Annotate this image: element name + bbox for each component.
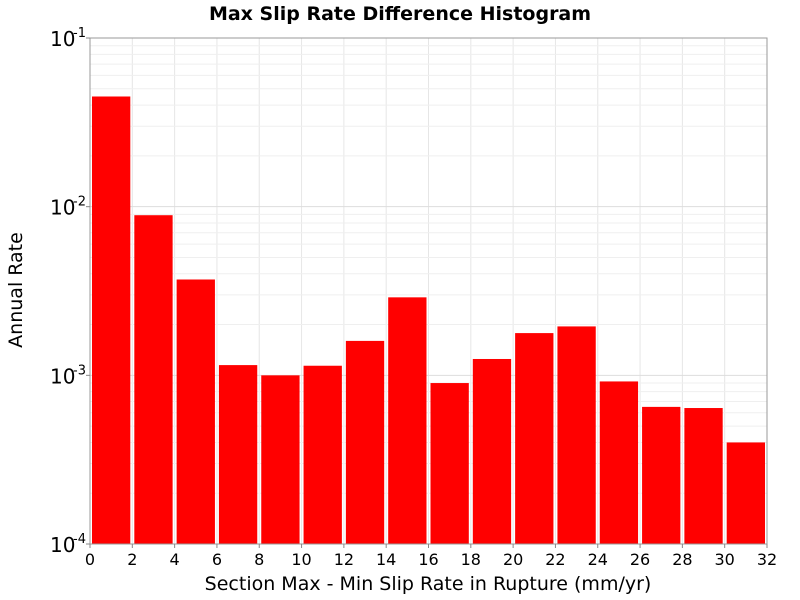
y-tick-exponent: -3 — [73, 363, 86, 378]
bar — [557, 326, 596, 544]
x-tick-label: 12 — [334, 550, 354, 569]
chart-title: Max Slip Rate Difference Histogram — [209, 3, 591, 25]
y-tick-label: 10 — [50, 533, 75, 557]
x-tick-label: 16 — [418, 550, 438, 569]
bar — [472, 358, 512, 544]
y-tick-exponent: -1 — [73, 26, 86, 41]
y-tick-label: 10 — [50, 364, 75, 388]
y-axis-ticks: 10-110-210-310-4 — [50, 26, 90, 557]
bar — [430, 383, 469, 544]
bar — [345, 340, 385, 544]
y-tick-exponent: -4 — [73, 532, 86, 547]
x-tick-label: 0 — [85, 550, 95, 569]
bar — [134, 215, 173, 544]
bar — [684, 408, 723, 544]
x-tick-label: 8 — [254, 550, 264, 569]
x-tick-label: 20 — [503, 550, 523, 569]
x-tick-label: 32 — [757, 550, 777, 569]
y-axis-label: Annual Rate — [5, 232, 27, 348]
x-tick-label: 22 — [545, 550, 565, 569]
x-tick-label: 14 — [376, 550, 396, 569]
x-tick-label: 28 — [672, 550, 692, 569]
bar — [261, 375, 300, 544]
bar — [92, 96, 131, 544]
y-tick-label: 10 — [50, 196, 75, 220]
x-tick-label: 18 — [461, 550, 481, 569]
bar — [388, 297, 427, 544]
x-tick-label: 30 — [715, 550, 735, 569]
x-tick-label: 24 — [588, 550, 608, 569]
bar — [515, 333, 554, 544]
x-tick-label: 10 — [291, 550, 311, 569]
y-tick-exponent: -2 — [73, 195, 86, 210]
x-axis-label: Section Max - Min Slip Rate in Rupture (… — [205, 573, 652, 595]
x-tick-label: 6 — [212, 550, 222, 569]
bar — [642, 406, 681, 544]
y-tick-label: 10 — [50, 27, 75, 51]
bar — [303, 365, 342, 544]
bar — [176, 279, 215, 544]
x-tick-label: 26 — [630, 550, 650, 569]
bar — [726, 442, 765, 544]
x-tick-label: 4 — [170, 550, 180, 569]
bar — [218, 365, 258, 544]
x-axis-ticks: 0 2 4 6 8 10 12 14 16 18 20 22 24 26 28 30 32 — [85, 544, 777, 569]
bar — [599, 381, 639, 544]
bars — [92, 96, 765, 544]
x-tick-label: 2 — [127, 550, 137, 569]
